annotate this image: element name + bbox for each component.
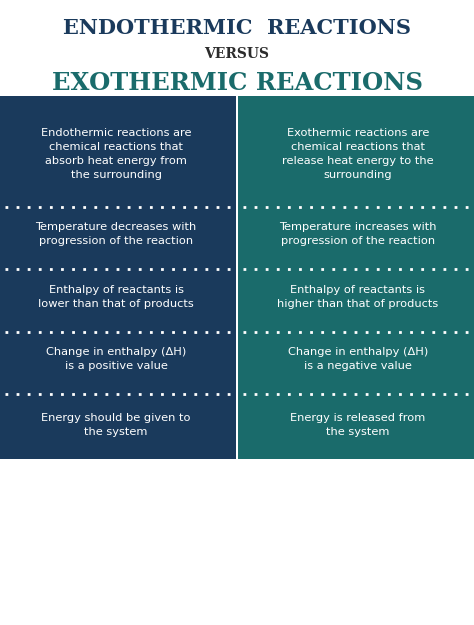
Text: Enthalpy of reactants is
lower than that of products: Enthalpy of reactants is lower than that… <box>38 285 194 309</box>
Text: EXOTHERMIC REACTIONS: EXOTHERMIC REACTIONS <box>52 71 422 94</box>
Text: Endothermic reactions are
chemical reactions that
absorb heat energy from
the su: Endothermic reactions are chemical react… <box>41 127 191 180</box>
Bar <box>238 328 474 391</box>
Bar <box>238 391 474 459</box>
Bar <box>0 203 236 266</box>
Text: Enthalpy of reactants is
higher than that of products: Enthalpy of reactants is higher than tha… <box>277 285 438 309</box>
Text: Visit www.pediaa.com: Visit www.pediaa.com <box>304 468 412 478</box>
Text: Temperature increases with
progression of the reaction: Temperature increases with progression o… <box>279 222 437 246</box>
Bar <box>238 266 474 328</box>
Bar <box>0 104 236 203</box>
Text: ENDOTHERMIC  REACTIONS: ENDOTHERMIC REACTIONS <box>63 18 411 38</box>
Bar <box>238 104 474 203</box>
Text: Change in enthalpy (ΔH)
is a negative value: Change in enthalpy (ΔH) is a negative va… <box>288 348 428 371</box>
Bar <box>0 328 236 391</box>
Bar <box>238 96 474 107</box>
Bar <box>238 203 474 266</box>
Bar <box>0 391 236 459</box>
Text: Change in enthalpy (ΔH)
is a positive value: Change in enthalpy (ΔH) is a positive va… <box>46 348 186 371</box>
Text: Exothermic reactions are
chemical reactions that
release heat energy to the
surr: Exothermic reactions are chemical reacti… <box>282 127 434 180</box>
Bar <box>236 104 238 497</box>
Text: Temperature decreases with
progression of the reaction: Temperature decreases with progression o… <box>36 222 197 246</box>
Text: VERSUS: VERSUS <box>204 48 270 61</box>
Text: Energy is released from
the system: Energy is released from the system <box>290 413 426 437</box>
Text: Energy should be given to
the system: Energy should be given to the system <box>41 413 191 437</box>
Bar <box>0 96 236 107</box>
Bar <box>0 266 236 328</box>
